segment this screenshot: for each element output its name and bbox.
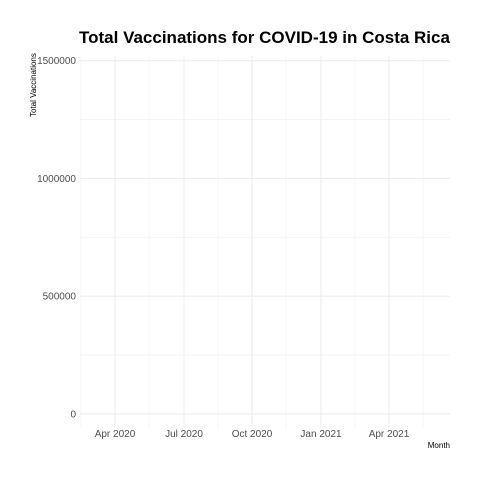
chart-title: Total Vaccinations for COVID-19 in Costa…	[79, 28, 450, 47]
x-tick-label: Apr 2020	[95, 429, 136, 440]
y-tick-label: 1000000	[37, 174, 76, 185]
x-axis-label: Month	[428, 441, 450, 450]
y-tick-label: 500000	[43, 292, 77, 303]
y-axis-label: Total Vaccinations	[29, 53, 38, 117]
x-tick-label: Oct 2020	[232, 429, 273, 440]
y-ticks: 0 500000 1000000 1500000	[37, 56, 76, 420]
x-ticks: Apr 2020 Jul 2020 Oct 2020 Jan 2021 Apr 2021	[95, 429, 410, 440]
y-tick-label: 0	[70, 409, 76, 420]
y-tick-label: 1500000	[37, 56, 76, 67]
x-tick-label: Apr 2021	[369, 429, 410, 440]
x-tick-label: Jul 2020	[165, 429, 203, 440]
x-tick-label: Jan 2021	[300, 429, 342, 440]
grid	[80, 56, 450, 428]
